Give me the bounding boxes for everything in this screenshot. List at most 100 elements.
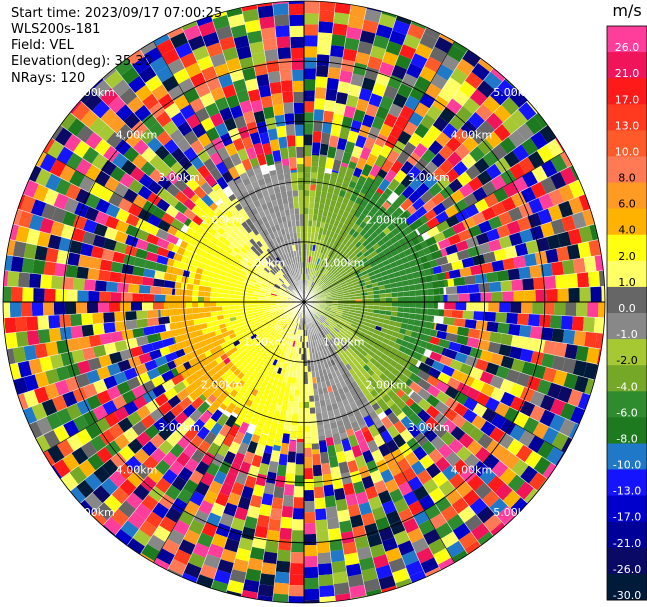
noise-bin — [502, 490, 521, 509]
ray-separator — [303, 301, 548, 480]
noise-bin — [340, 471, 353, 485]
noise-bin — [249, 494, 263, 508]
velocity-bin — [206, 321, 214, 328]
noise-bin — [584, 331, 598, 349]
noise-bin — [476, 80, 495, 99]
range-ring-label: 2.00km — [201, 378, 243, 391]
velocity-bin — [403, 334, 411, 343]
noise-bin — [304, 156, 312, 168]
range-ring-label: 2.00km — [366, 378, 408, 391]
noise-bin — [285, 124, 296, 136]
noise-bin — [161, 378, 176, 392]
ray-separator — [303, 301, 599, 365]
noise-bin — [586, 347, 600, 365]
noise-bin — [145, 511, 164, 529]
noise-bin — [238, 421, 250, 435]
velocity-bin — [254, 347, 262, 354]
velocity-bin — [320, 344, 326, 351]
velocity-bin — [324, 255, 330, 263]
velocity-bin — [356, 417, 366, 427]
velocity-bin — [273, 440, 282, 447]
noise-bin — [265, 60, 280, 73]
velocity-bin — [311, 226, 316, 233]
velocity-bin — [336, 275, 343, 281]
velocity-bin — [380, 342, 388, 349]
noise-bin — [206, 42, 223, 58]
noise-bin — [176, 388, 190, 402]
noise-bin — [37, 328, 51, 344]
velocity-bin — [229, 364, 238, 373]
velocity-bin — [296, 437, 304, 439]
velocity-bin — [267, 408, 275, 416]
velocity-bin — [319, 331, 324, 338]
noise-bin — [40, 274, 53, 289]
velocity-bin — [291, 283, 296, 290]
noise-bin — [387, 74, 403, 90]
noise-bin — [491, 259, 505, 272]
velocity-bin — [394, 321, 402, 328]
noise-bin — [402, 490, 419, 506]
velocity-bin — [316, 264, 321, 271]
velocity-bin — [277, 327, 283, 334]
noise-bin — [424, 416, 440, 431]
velocity-bin — [288, 277, 293, 284]
noise-bin — [391, 448, 405, 463]
velocity-bin — [403, 290, 410, 297]
noise-bin — [167, 529, 185, 546]
velocity-bin — [359, 375, 367, 383]
velocity-bin — [334, 414, 343, 422]
velocity-bin — [289, 437, 297, 441]
ray-separator — [241, 301, 305, 597]
noise-bin — [317, 552, 332, 565]
velocity-bin — [186, 313, 194, 321]
velocity-bin — [266, 395, 274, 403]
velocity-bin — [360, 409, 369, 418]
noise-bin — [166, 418, 181, 434]
noise-bin — [315, 519, 328, 532]
noise-bin — [80, 109, 99, 128]
velocity-bin — [287, 196, 294, 204]
velocity-bin — [426, 315, 434, 323]
noise-bin — [342, 48, 358, 62]
velocity-bin — [334, 263, 341, 270]
velocity-bin — [338, 189, 347, 198]
velocity-bin — [334, 255, 341, 262]
velocity-bin — [174, 288, 181, 296]
noise-bin — [393, 498, 409, 514]
velocity-bin — [258, 254, 266, 261]
velocity-bin — [336, 241, 343, 249]
noise-bin — [334, 148, 345, 162]
noise-bin — [540, 221, 555, 238]
velocity-bin — [366, 227, 375, 236]
noise-bin — [28, 214, 44, 232]
noise-bin — [34, 343, 48, 359]
velocity-bin — [277, 423, 285, 431]
noise-bin — [213, 569, 232, 585]
noise-bin — [125, 319, 138, 331]
noise-bin — [72, 102, 91, 121]
noise-bin — [434, 330, 448, 340]
ray-separator — [3, 301, 305, 319]
noise-bin — [23, 243, 38, 260]
noise-bin — [192, 45, 210, 61]
velocity-bin — [299, 389, 304, 397]
velocity-bin — [295, 377, 300, 384]
noise-bin — [361, 114, 375, 128]
velocity-bin — [236, 333, 244, 340]
velocity-bin — [279, 288, 285, 292]
velocity-bin — [304, 184, 311, 191]
noise-bin — [417, 387, 432, 401]
velocity-bin — [266, 227, 274, 235]
noise-bin — [111, 152, 128, 169]
velocity-bin — [336, 332, 343, 339]
noise-bin — [45, 341, 59, 357]
noise-bin — [233, 115, 247, 130]
velocity-bin — [211, 183, 221, 192]
velocity-bin — [290, 169, 298, 173]
noise-bin — [528, 471, 547, 491]
noise-bin — [304, 134, 313, 146]
velocity-bin — [288, 202, 295, 210]
ray-separator — [210, 15, 305, 303]
noise-bin — [328, 55, 343, 69]
velocity-bin — [190, 381, 199, 391]
